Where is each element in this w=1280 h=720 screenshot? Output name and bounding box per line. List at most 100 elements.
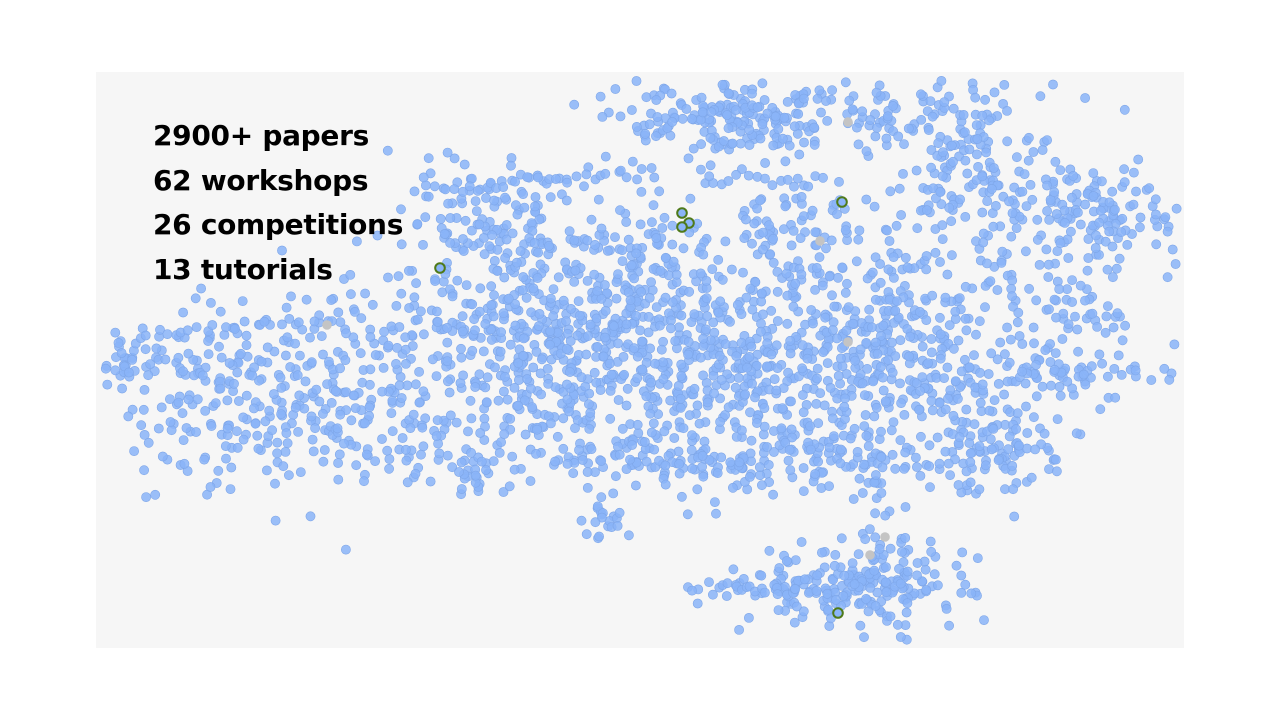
paper-point[interactable] bbox=[1028, 147, 1039, 157]
paper-point[interactable] bbox=[351, 460, 362, 471]
paper-point[interactable] bbox=[292, 370, 303, 381]
paper-point[interactable] bbox=[830, 550, 841, 560]
paper-point[interactable] bbox=[799, 137, 809, 148]
paper-point[interactable] bbox=[322, 379, 332, 389]
paper-point[interactable] bbox=[826, 235, 837, 246]
paper-point[interactable] bbox=[698, 333, 708, 344]
paper-point[interactable] bbox=[177, 408, 188, 419]
paper-point[interactable] bbox=[900, 533, 911, 543]
paper-point[interactable] bbox=[803, 181, 814, 192]
paper-point[interactable] bbox=[647, 217, 657, 228]
paper-point[interactable] bbox=[926, 347, 937, 358]
paper-point[interactable] bbox=[786, 240, 797, 251]
paper-point[interactable] bbox=[584, 388, 595, 399]
paper-point[interactable] bbox=[581, 529, 592, 540]
other-item-point[interactable] bbox=[815, 236, 825, 246]
paper-point[interactable] bbox=[816, 107, 826, 118]
paper-point[interactable] bbox=[1072, 324, 1083, 335]
paper-point[interactable] bbox=[1131, 186, 1141, 197]
paper-point[interactable] bbox=[750, 392, 760, 403]
paper-point[interactable] bbox=[1071, 428, 1082, 439]
paper-point[interactable] bbox=[636, 286, 646, 297]
paper-point[interactable] bbox=[602, 245, 613, 256]
paper-point[interactable] bbox=[276, 409, 286, 419]
paper-point[interactable] bbox=[275, 372, 286, 383]
paper-point[interactable] bbox=[899, 463, 910, 474]
paper-point[interactable] bbox=[1167, 244, 1178, 255]
paper-point[interactable] bbox=[241, 390, 252, 401]
paper-point[interactable] bbox=[467, 299, 478, 310]
paper-point[interactable] bbox=[646, 163, 657, 173]
paper-point[interactable] bbox=[423, 153, 434, 164]
paper-point[interactable] bbox=[705, 160, 716, 171]
paper-point[interactable] bbox=[442, 147, 453, 158]
paper-point[interactable] bbox=[1078, 369, 1089, 380]
paper-point[interactable] bbox=[903, 123, 914, 134]
paper-point[interactable] bbox=[1055, 165, 1066, 175]
paper-point[interactable] bbox=[535, 368, 546, 379]
paper-point[interactable] bbox=[762, 361, 772, 372]
paper-point[interactable] bbox=[937, 220, 948, 231]
paper-point[interactable] bbox=[402, 477, 413, 488]
paper-point[interactable] bbox=[754, 462, 765, 472]
paper-point[interactable] bbox=[755, 133, 766, 144]
paper-point[interactable] bbox=[576, 372, 587, 383]
paper-point[interactable] bbox=[789, 181, 799, 192]
paper-point[interactable] bbox=[1009, 511, 1020, 522]
paper-point[interactable] bbox=[825, 382, 836, 393]
paper-point[interactable] bbox=[1043, 259, 1054, 270]
paper-point[interactable] bbox=[613, 269, 623, 279]
paper-point[interactable] bbox=[340, 544, 351, 555]
paper-point[interactable] bbox=[1122, 239, 1133, 250]
paper-point[interactable] bbox=[1022, 428, 1033, 438]
paper-point[interactable] bbox=[946, 140, 957, 151]
paper-point[interactable] bbox=[713, 307, 724, 318]
paper-point[interactable] bbox=[912, 223, 923, 234]
paper-point[interactable] bbox=[591, 377, 602, 388]
paper-point[interactable] bbox=[651, 131, 661, 142]
paper-point[interactable] bbox=[784, 140, 795, 151]
paper-point[interactable] bbox=[558, 413, 569, 424]
paper-point[interactable] bbox=[762, 108, 773, 119]
paper-point[interactable] bbox=[674, 322, 684, 333]
paper-point[interactable] bbox=[689, 383, 700, 394]
paper-point[interactable] bbox=[812, 93, 823, 104]
paper-point[interactable] bbox=[763, 459, 774, 470]
paper-point[interactable] bbox=[944, 202, 955, 213]
paper-point[interactable] bbox=[1004, 431, 1015, 442]
paper-point[interactable] bbox=[683, 349, 693, 360]
paper-point[interactable] bbox=[500, 253, 510, 263]
paper-point[interactable] bbox=[859, 632, 869, 643]
paper-point[interactable] bbox=[694, 418, 705, 429]
paper-point[interactable] bbox=[762, 338, 773, 349]
paper-point[interactable] bbox=[605, 385, 616, 396]
paper-point[interactable] bbox=[1054, 284, 1065, 294]
paper-point[interactable] bbox=[890, 463, 901, 474]
paper-point[interactable] bbox=[1080, 93, 1090, 103]
paper-point[interactable] bbox=[687, 114, 697, 124]
paper-point[interactable] bbox=[1007, 275, 1018, 286]
paper-point[interactable] bbox=[768, 257, 779, 268]
paper-point[interactable] bbox=[610, 84, 621, 94]
paper-point[interactable] bbox=[939, 97, 950, 107]
paper-point[interactable] bbox=[888, 252, 899, 262]
paper-point[interactable] bbox=[1023, 155, 1034, 166]
paper-point[interactable] bbox=[687, 585, 697, 596]
highlighted-point[interactable] bbox=[836, 196, 848, 208]
paper-point[interactable] bbox=[785, 335, 796, 346]
paper-point[interactable] bbox=[960, 127, 970, 138]
paper-point[interactable] bbox=[1097, 358, 1107, 369]
paper-point[interactable] bbox=[501, 220, 512, 230]
paper-point[interactable] bbox=[589, 269, 600, 280]
paper-point[interactable] bbox=[948, 410, 959, 421]
paper-point[interactable] bbox=[924, 461, 935, 472]
paper-point[interactable] bbox=[293, 426, 303, 437]
paper-point[interactable] bbox=[930, 247, 941, 258]
paper-point[interactable] bbox=[915, 470, 926, 481]
paper-point[interactable] bbox=[646, 277, 656, 287]
paper-point[interactable] bbox=[704, 171, 715, 182]
paper-point[interactable] bbox=[1111, 263, 1122, 274]
paper-point[interactable] bbox=[894, 183, 905, 194]
paper-point[interactable] bbox=[1014, 440, 1024, 451]
paper-point[interactable] bbox=[577, 455, 588, 465]
